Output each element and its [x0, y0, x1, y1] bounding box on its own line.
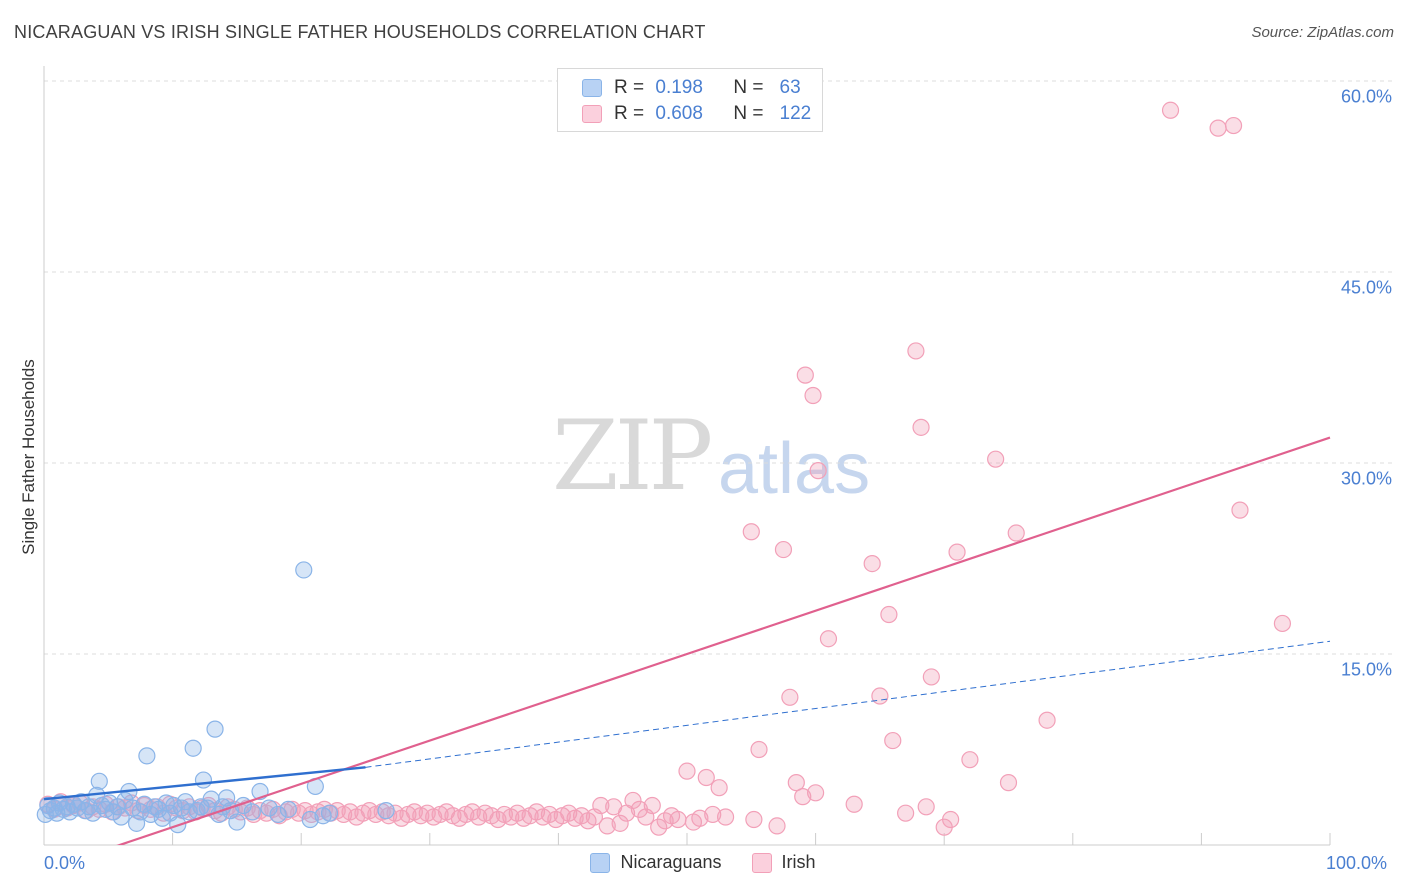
y-tick-45: 45.0%	[1340, 277, 1392, 298]
nicaraguan-point	[112, 808, 130, 826]
legend-item-nicaraguans[interactable]: Nicaraguans	[590, 852, 722, 873]
irish-point	[987, 450, 1005, 468]
irish-point	[678, 762, 696, 780]
stats-legend: R = 0.198 N = 63 R = 0.608 N = 122	[557, 68, 823, 132]
nicaraguan-point	[269, 805, 287, 824]
nicaraguan-point	[90, 772, 108, 790]
irish-point	[611, 814, 629, 832]
irish-point	[598, 817, 616, 835]
irish-point	[704, 805, 722, 824]
irish-point	[922, 668, 940, 686]
r-label: R =	[614, 77, 645, 98]
n-value: 122	[779, 103, 812, 124]
legend-row-nicaraguans: R = 0.198 N = 63	[582, 77, 801, 99]
irish-point	[999, 774, 1018, 792]
nicaraguan-point	[194, 771, 213, 789]
nicaraguan-point	[279, 800, 297, 818]
irish-point	[871, 687, 889, 705]
irish-point	[961, 751, 979, 769]
y-tick-30: 30.0%	[1340, 468, 1392, 489]
nicaraguan-point	[206, 720, 224, 738]
irish-point	[774, 540, 793, 559]
nicaraguan-point	[228, 813, 246, 831]
nicaraguan-point	[243, 803, 261, 821]
irish-point	[643, 796, 661, 815]
irish-point	[745, 810, 763, 829]
watermark-zip: ZIP	[552, 400, 713, 512]
irish-point	[948, 543, 966, 561]
legend-swatch-blue	[582, 79, 602, 97]
nicaraguan-point	[320, 804, 339, 822]
irish-point	[710, 779, 728, 797]
irish-point	[863, 554, 881, 573]
irish-point	[742, 523, 760, 541]
irish-point	[1224, 116, 1243, 135]
legend-item-irish[interactable]: Irish	[751, 852, 816, 873]
nicaraguan-point	[184, 739, 202, 757]
irish-point	[787, 774, 805, 792]
irish-point	[942, 810, 960, 829]
irish-point	[884, 731, 902, 750]
irish-point	[917, 798, 935, 816]
nicaraguan-trend-line	[43, 766, 366, 801]
x-tick-0: 0.0%	[44, 853, 86, 873]
n-value: 63	[779, 77, 801, 98]
nicaraguan-point	[176, 793, 195, 811]
r-value: 0.608	[655, 103, 703, 124]
legend-swatch-pink	[751, 852, 772, 873]
nicaraguan-point	[301, 810, 319, 829]
irish-point	[907, 342, 925, 360]
irish-point	[624, 791, 642, 810]
irish-point	[768, 817, 786, 835]
irish-point	[809, 462, 827, 480]
irish-point	[1231, 501, 1249, 519]
r-value: 0.198	[655, 77, 703, 98]
irish-point	[897, 804, 915, 822]
legend-swatch-pink	[582, 105, 602, 123]
chart-title: NICARAGUAN VS IRISH SINGLE FATHER HOUSEH…	[14, 22, 706, 42]
nicaraguan-point	[295, 561, 313, 579]
nicaraguan-point	[260, 799, 278, 817]
irish-point	[716, 808, 735, 826]
irish-point	[819, 630, 838, 648]
irish-point	[1038, 711, 1056, 729]
legend-swatch-blue	[590, 852, 611, 873]
irish-point	[796, 366, 814, 384]
n-label: N =	[733, 77, 764, 98]
irish-point	[592, 796, 610, 815]
watermark-atlas: atlas	[718, 429, 871, 509]
nicaraguan-point	[218, 789, 236, 807]
irish-point	[804, 386, 822, 405]
irish-point	[697, 768, 715, 787]
irish-point	[794, 788, 812, 806]
irish-point	[845, 795, 863, 813]
irish-point	[1007, 524, 1025, 542]
nicaraguan-trend-extension	[365, 640, 1331, 768]
x-tick-100: 100.0%	[1326, 853, 1388, 873]
y-tick-60: 60.0%	[1340, 86, 1392, 107]
irish-point	[806, 784, 825, 802]
n-label: N =	[733, 103, 764, 124]
legend-label-irish: Irish	[781, 852, 816, 872]
irish-trend-line	[116, 436, 1331, 845]
irish-point	[912, 418, 930, 436]
irish-point	[750, 740, 768, 759]
source-credit: Source: ZipAtlas.com	[1251, 24, 1394, 41]
legend-label-nicaraguans: Nicaraguans	[620, 852, 722, 872]
nicaraguan-point	[377, 802, 395, 820]
nicaraguan-point	[138, 747, 156, 765]
irish-point	[1209, 119, 1227, 137]
irish-point	[1273, 614, 1292, 633]
irish-point	[880, 605, 898, 624]
r-label: R =	[614, 103, 645, 124]
irish-point	[691, 809, 709, 827]
irish-point	[781, 688, 799, 706]
series-legend: Nicaraguans Irish	[0, 852, 1406, 873]
irish-point	[650, 818, 668, 836]
legend-row-irish: R = 0.608 N = 122	[582, 103, 811, 125]
irish-point	[1161, 101, 1180, 119]
y-tick-15: 15.0%	[1340, 659, 1392, 680]
irish-point	[669, 810, 687, 829]
